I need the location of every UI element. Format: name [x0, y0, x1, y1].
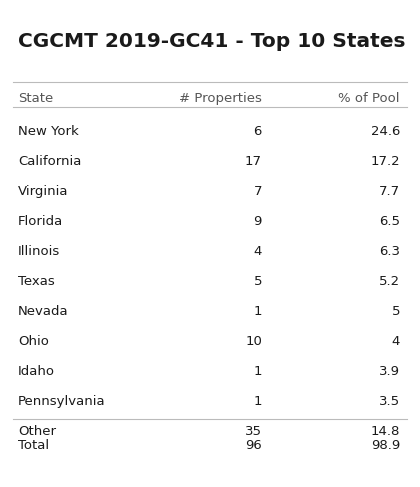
- Text: 35: 35: [245, 425, 262, 438]
- Text: 5.2: 5.2: [379, 275, 400, 288]
- Text: % of Pool: % of Pool: [339, 92, 400, 105]
- Text: New York: New York: [18, 125, 79, 138]
- Text: Ohio: Ohio: [18, 335, 49, 348]
- Text: Idaho: Idaho: [18, 365, 55, 378]
- Text: 17.2: 17.2: [370, 155, 400, 168]
- Text: 3.5: 3.5: [379, 395, 400, 408]
- Text: Florida: Florida: [18, 215, 63, 228]
- Text: 7.7: 7.7: [379, 185, 400, 198]
- Text: 4: 4: [254, 245, 262, 258]
- Text: 1: 1: [254, 305, 262, 318]
- Text: # Properties: # Properties: [179, 92, 262, 105]
- Text: 7: 7: [254, 185, 262, 198]
- Text: 14.8: 14.8: [370, 425, 400, 438]
- Text: 1: 1: [254, 365, 262, 378]
- Text: 6: 6: [254, 125, 262, 138]
- Text: Illinois: Illinois: [18, 245, 60, 258]
- Text: 98.9: 98.9: [371, 439, 400, 452]
- Text: State: State: [18, 92, 53, 105]
- Text: 10: 10: [245, 335, 262, 348]
- Text: 6.3: 6.3: [379, 245, 400, 258]
- Text: 3.9: 3.9: [379, 365, 400, 378]
- Text: 96: 96: [245, 439, 262, 452]
- Text: Pennsylvania: Pennsylvania: [18, 395, 105, 408]
- Text: California: California: [18, 155, 81, 168]
- Text: Total: Total: [18, 439, 49, 452]
- Text: 5: 5: [391, 305, 400, 318]
- Text: CGCMT 2019-GC41 - Top 10 States: CGCMT 2019-GC41 - Top 10 States: [18, 32, 405, 51]
- Text: Other: Other: [18, 425, 56, 438]
- Text: Virginia: Virginia: [18, 185, 68, 198]
- Text: 4: 4: [391, 335, 400, 348]
- Text: Nevada: Nevada: [18, 305, 68, 318]
- Text: 1: 1: [254, 395, 262, 408]
- Text: 24.6: 24.6: [370, 125, 400, 138]
- Text: Texas: Texas: [18, 275, 55, 288]
- Text: 6.5: 6.5: [379, 215, 400, 228]
- Text: 17: 17: [245, 155, 262, 168]
- Text: 9: 9: [254, 215, 262, 228]
- Text: 5: 5: [254, 275, 262, 288]
